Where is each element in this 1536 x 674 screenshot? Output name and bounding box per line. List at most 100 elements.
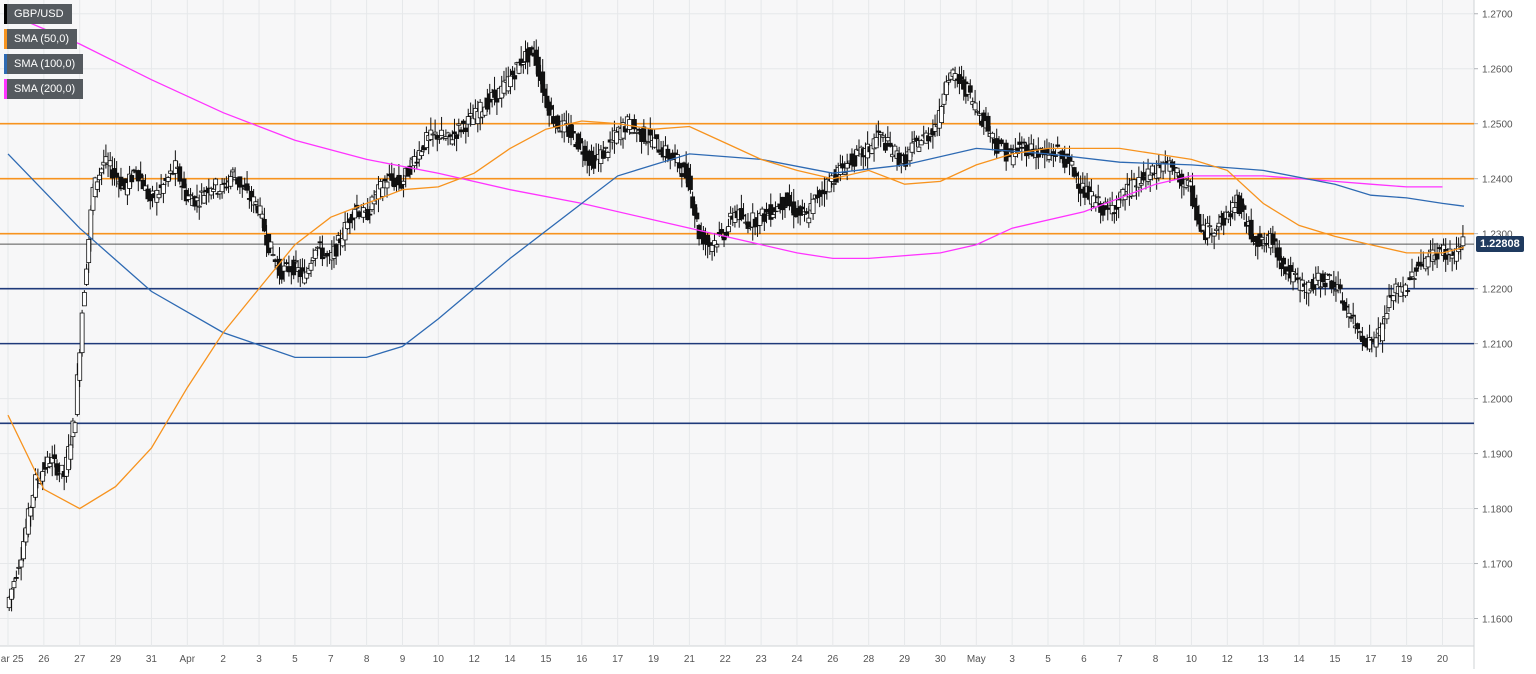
candle-down <box>1331 281 1337 288</box>
candle-up <box>72 422 78 434</box>
candle-up <box>1357 331 1363 334</box>
candle-down <box>114 172 120 178</box>
candle-down <box>1281 257 1287 265</box>
candle-up <box>826 180 832 193</box>
candle-up <box>16 566 22 569</box>
candle-up <box>873 137 879 149</box>
candle-up <box>885 137 891 142</box>
x-tick-label: 14 <box>1293 654 1305 665</box>
x-tick-label: 29 <box>899 654 911 665</box>
x-tick-label: May <box>967 654 986 665</box>
candle-down <box>52 454 58 460</box>
candle-down <box>967 85 973 93</box>
candle-up <box>211 188 216 192</box>
candle-down <box>1062 158 1068 168</box>
candle-up <box>916 146 922 152</box>
legend-item[interactable]: GBP/USD <box>4 4 72 24</box>
candle-down <box>518 58 524 66</box>
candle-up <box>634 131 640 134</box>
candle-up <box>501 80 507 94</box>
candle-down <box>688 175 693 190</box>
x-tick-label: 6 <box>1081 654 1087 665</box>
candle-down <box>799 206 805 210</box>
y-tick-label: 1.1700 <box>1482 560 1513 571</box>
candle-up <box>257 205 263 215</box>
legend: GBP/USD SMA (50,0) SMA (100,0) SMA (200,0) <box>4 4 84 99</box>
x-tick-label: 5 <box>1045 654 1051 665</box>
candle-up <box>918 140 924 146</box>
candle-up <box>1136 177 1142 188</box>
candle-down <box>1196 213 1202 225</box>
y-tick-label: 1.2600 <box>1482 65 1513 76</box>
candle-down <box>131 169 137 172</box>
candle-up <box>79 312 85 354</box>
candle-down <box>333 244 339 257</box>
candle-down <box>529 47 535 50</box>
candle-up <box>880 135 886 138</box>
candle-down <box>1413 267 1419 272</box>
candle-up <box>1200 224 1206 231</box>
candle-up <box>1380 323 1385 342</box>
candle-down <box>407 165 413 175</box>
candle-up <box>86 239 92 264</box>
candle-down <box>738 208 744 220</box>
candle-up <box>156 193 162 199</box>
candle-up <box>196 205 202 208</box>
candle-down <box>300 267 305 272</box>
candle-up <box>352 208 358 219</box>
last-price-label: 1.22808 <box>1476 236 1524 253</box>
legend-item[interactable]: SMA (50,0) <box>4 29 78 49</box>
candle-down <box>239 184 245 188</box>
candle-down <box>985 115 991 132</box>
candle-down <box>887 142 893 147</box>
candle-down <box>458 129 464 133</box>
candle-up <box>770 214 776 218</box>
x-tick-label: 19 <box>1401 654 1413 665</box>
candle-down <box>181 178 187 189</box>
candle-up <box>977 113 982 116</box>
x-tick-label: 12 <box>1222 654 1234 665</box>
candle-down <box>463 127 469 133</box>
candle-down <box>780 196 786 211</box>
x-tick-label: 3 <box>256 654 262 665</box>
candle-up <box>94 181 100 190</box>
x-tick-label: 28 <box>863 654 875 665</box>
candle-down <box>764 208 769 213</box>
candle-up <box>439 129 444 136</box>
y-tick-label: 1.1600 <box>1482 615 1513 626</box>
candle-up <box>941 93 947 105</box>
candle-down <box>840 163 845 169</box>
candle-up <box>1187 181 1193 187</box>
candle-up <box>844 163 850 169</box>
x-tick-label: 20 <box>1437 654 1449 665</box>
x-tick-label: 22 <box>720 654 732 665</box>
x-tick-label: Apr <box>180 654 196 665</box>
candle-up <box>1211 232 1217 237</box>
candle-up <box>21 541 26 560</box>
candle-down <box>719 229 725 234</box>
candle-down <box>959 76 964 80</box>
legend-swatch <box>4 79 7 99</box>
candle-up <box>614 131 619 144</box>
candle-up <box>47 463 53 468</box>
candle-up <box>1046 154 1052 160</box>
x-tick-label: 10 <box>1186 654 1198 665</box>
candle-up <box>1327 274 1332 277</box>
candle-up <box>432 131 438 135</box>
candle-up <box>9 588 14 600</box>
legend-swatch <box>4 29 7 49</box>
candle-up <box>629 132 635 135</box>
legend-swatch <box>4 54 7 74</box>
candle-down <box>510 70 515 76</box>
legend-item[interactable]: SMA (200,0) <box>4 79 84 99</box>
candle-up <box>709 244 715 252</box>
candle-down <box>1276 247 1282 261</box>
legend-item[interactable]: SMA (100,0) <box>4 54 84 74</box>
candle-down <box>998 139 1004 145</box>
candle-up <box>384 181 390 189</box>
candle-down <box>741 214 746 217</box>
candle-down <box>591 156 597 169</box>
candle-down <box>914 137 919 141</box>
